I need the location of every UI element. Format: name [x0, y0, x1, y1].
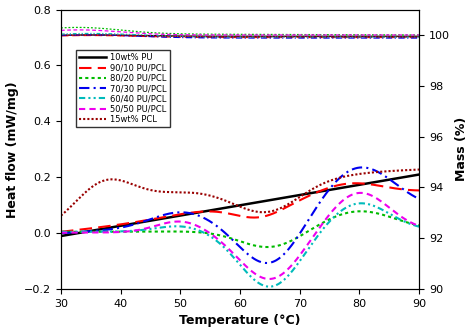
- 90/10 PU/PCL: [416, 188, 422, 192]
- 10wt% PU: [121, 223, 127, 227]
- Line: 70/30 PU/PCL: 70/30 PU/PCL: [61, 167, 419, 263]
- 10wt% PU: [58, 234, 64, 238]
- 60/40 PU/PCL: [220, 244, 226, 248]
- Y-axis label: Mass (%): Mass (%): [456, 117, 468, 181]
- Line: 90/10 PU/PCL: 90/10 PU/PCL: [61, 183, 419, 232]
- 80/20 PU/PCL: [150, 229, 156, 233]
- 50/50 PU/PCL: [58, 231, 64, 235]
- Line: 80/20 PU/PCL: 80/20 PU/PCL: [61, 211, 419, 247]
- 80/20 PU/PCL: [264, 245, 270, 249]
- 10wt% PU: [416, 172, 422, 176]
- 60/40 PU/PCL: [358, 201, 364, 205]
- 60/40 PU/PCL: [121, 229, 127, 233]
- 60/40 PU/PCL: [328, 218, 334, 222]
- Line: 10wt% PU: 10wt% PU: [61, 174, 419, 236]
- 90/10 PU/PCL: [353, 181, 359, 185]
- 80/20 PU/PCL: [58, 230, 64, 234]
- Line: 50/50 PU/PCL: 50/50 PU/PCL: [61, 193, 419, 279]
- 15wt% PCL: [58, 213, 64, 217]
- 50/50 PU/PCL: [150, 224, 156, 228]
- 15wt% PCL: [121, 179, 127, 183]
- 90/10 PU/PCL: [328, 185, 334, 189]
- Y-axis label: Heat flow (mW/mg): Heat flow (mW/mg): [6, 81, 18, 218]
- 10wt% PU: [220, 206, 226, 210]
- 80/20 PU/PCL: [220, 234, 226, 238]
- 50/50 PU/PCL: [121, 230, 127, 234]
- 80/20 PU/PCL: [328, 216, 334, 220]
- 70/30 PU/PCL: [416, 197, 422, 201]
- 10wt% PU: [297, 193, 303, 197]
- 90/10 PU/PCL: [150, 217, 156, 221]
- 90/10 PU/PCL: [297, 198, 303, 202]
- 10wt% PU: [150, 218, 156, 222]
- 10wt% PU: [269, 198, 275, 202]
- 90/10 PU/PCL: [121, 222, 127, 226]
- Line: 60/40 PU/PCL: 60/40 PU/PCL: [61, 203, 419, 287]
- 15wt% PCL: [328, 178, 334, 182]
- 70/30 PU/PCL: [150, 216, 156, 220]
- 50/50 PU/PCL: [270, 277, 275, 281]
- 80/20 PU/PCL: [298, 234, 304, 238]
- 80/20 PU/PCL: [416, 223, 422, 227]
- 60/40 PU/PCL: [298, 258, 304, 262]
- 80/20 PU/PCL: [121, 229, 127, 233]
- 10wt% PU: [328, 188, 334, 192]
- 60/40 PU/PCL: [58, 230, 64, 234]
- 60/40 PU/PCL: [270, 284, 275, 288]
- 50/50 PU/PCL: [416, 224, 422, 228]
- 70/30 PU/PCL: [270, 260, 275, 264]
- 90/10 PU/PCL: [220, 210, 226, 214]
- Line: 15wt% PCL: 15wt% PCL: [61, 169, 419, 215]
- 50/50 PU/PCL: [266, 277, 272, 281]
- 50/50 PU/PCL: [358, 191, 364, 195]
- 15wt% PCL: [297, 195, 303, 199]
- 70/30 PU/PCL: [298, 230, 304, 234]
- 80/20 PU/PCL: [358, 209, 364, 213]
- 15wt% PCL: [416, 167, 422, 171]
- 60/40 PU/PCL: [267, 285, 273, 289]
- 70/30 PU/PCL: [328, 185, 334, 189]
- 70/30 PU/PCL: [359, 166, 365, 169]
- 90/10 PU/PCL: [58, 230, 64, 234]
- 80/20 PU/PCL: [270, 245, 275, 249]
- 60/40 PU/PCL: [150, 227, 156, 231]
- 50/50 PU/PCL: [328, 210, 334, 214]
- 50/50 PU/PCL: [220, 242, 226, 246]
- X-axis label: Temperature (°C): Temperature (°C): [179, 314, 301, 327]
- Legend: 10wt% PU, 90/10 PU/PCL, 80/20 PU/PCL, 70/30 PU/PCL, 60/40 PU/PCL, 50/50 PU/PCL, : 10wt% PU, 90/10 PU/PCL, 80/20 PU/PCL, 70…: [76, 50, 170, 127]
- 70/30 PU/PCL: [58, 231, 64, 235]
- 15wt% PCL: [220, 198, 226, 202]
- 70/30 PU/PCL: [264, 261, 270, 265]
- 15wt% PCL: [269, 209, 275, 213]
- 70/30 PU/PCL: [220, 229, 226, 233]
- 70/30 PU/PCL: [121, 225, 127, 229]
- 90/10 PU/PCL: [269, 212, 275, 216]
- 15wt% PCL: [150, 188, 156, 192]
- 50/50 PU/PCL: [298, 252, 304, 256]
- 60/40 PU/PCL: [416, 225, 422, 229]
